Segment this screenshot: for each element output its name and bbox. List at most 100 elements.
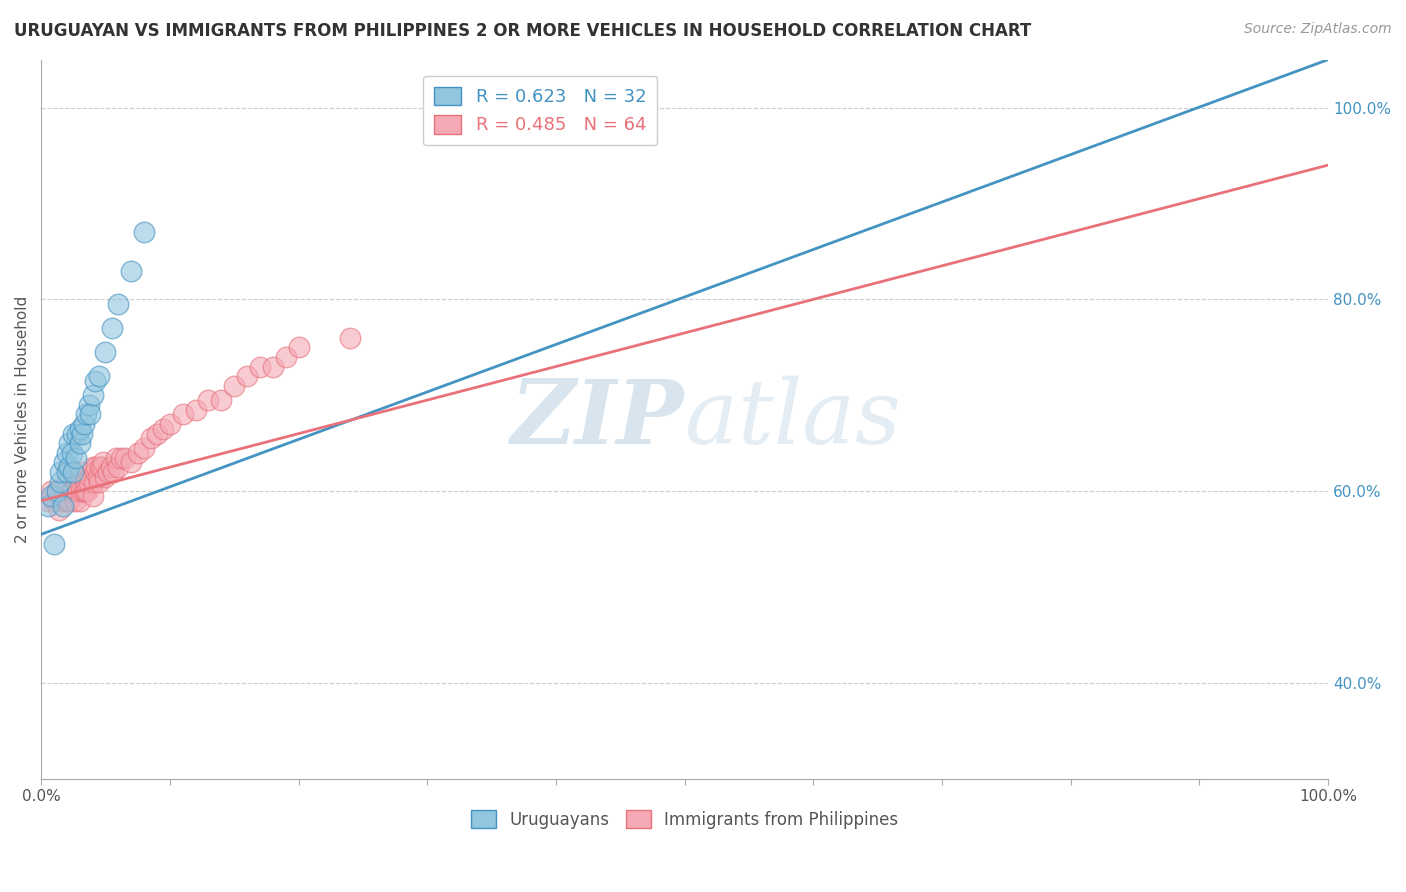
Point: [107, 297, 129, 311]
Point: [62, 465, 84, 479]
Point: [53, 484, 76, 499]
Point: [65, 475, 87, 489]
Point: [224, 378, 246, 392]
Point: [101, 321, 124, 335]
Point: [172, 408, 194, 422]
Point: [59, 484, 82, 499]
Point: [62, 426, 84, 441]
Point: [104, 450, 127, 465]
Point: [287, 340, 309, 354]
Text: URUGUAYAN VS IMMIGRANTS FROM PHILIPPINES 2 OR MORE VEHICLES IN HOUSEHOLD CORRELA: URUGUAYAN VS IMMIGRANTS FROM PHILIPPINES…: [14, 22, 1032, 40]
Point: [49, 465, 72, 479]
Point: [49, 484, 72, 499]
Point: [60, 446, 83, 460]
Point: [45, 484, 67, 499]
Point: [69, 422, 91, 436]
Point: [70, 484, 93, 499]
Point: [58, 436, 80, 450]
Point: [87, 369, 110, 384]
Point: [197, 393, 219, 408]
Point: [339, 331, 361, 345]
Point: [132, 225, 155, 239]
Point: [60, 484, 83, 499]
Point: [120, 263, 142, 277]
Point: [82, 489, 104, 503]
Point: [75, 475, 97, 489]
Point: [65, 450, 87, 465]
Point: [69, 475, 91, 489]
Point: [79, 470, 101, 484]
Point: [139, 432, 162, 446]
Point: [42, 493, 65, 508]
Point: [146, 426, 169, 441]
Point: [89, 460, 111, 475]
Text: ZIP: ZIP: [512, 376, 685, 463]
Point: [53, 455, 76, 469]
Point: [132, 441, 155, 455]
Point: [110, 450, 132, 465]
Point: [87, 470, 110, 484]
Point: [75, 408, 97, 422]
Point: [100, 460, 122, 475]
Point: [262, 359, 284, 374]
Point: [72, 426, 94, 441]
Point: [56, 446, 79, 460]
Point: [63, 493, 86, 508]
Point: [56, 493, 79, 508]
Point: [69, 436, 91, 450]
Legend: Uruguayans, Immigrants from Philippines: Uruguayans, Immigrants from Philippines: [464, 804, 905, 835]
Point: [66, 426, 89, 441]
Point: [42, 537, 65, 551]
Point: [94, 470, 117, 484]
Point: [87, 475, 110, 489]
Point: [62, 465, 84, 479]
Point: [84, 465, 107, 479]
Y-axis label: 2 or more Vehicles in Household: 2 or more Vehicles in Household: [15, 295, 30, 543]
Point: [77, 398, 100, 412]
Point: [48, 503, 70, 517]
Point: [41, 484, 63, 499]
Point: [274, 350, 297, 364]
Text: Source: ZipAtlas.com: Source: ZipAtlas.com: [1244, 22, 1392, 37]
Point: [152, 422, 174, 436]
Point: [72, 484, 94, 499]
Point: [86, 460, 108, 475]
Point: [79, 408, 101, 422]
Point: [37, 499, 59, 513]
Point: [103, 465, 125, 479]
Point: [107, 460, 129, 475]
Point: [62, 484, 84, 499]
Point: [91, 455, 114, 469]
Point: [82, 460, 104, 475]
Point: [114, 450, 136, 465]
Point: [84, 374, 107, 388]
Point: [120, 455, 142, 469]
Point: [56, 465, 79, 479]
Point: [37, 493, 59, 508]
Point: [83, 475, 105, 489]
Point: [72, 465, 94, 479]
Point: [97, 465, 120, 479]
Point: [77, 475, 100, 489]
Point: [49, 475, 72, 489]
Point: [69, 493, 91, 508]
Point: [73, 484, 96, 499]
Point: [249, 359, 271, 374]
Point: [66, 484, 89, 499]
Point: [127, 446, 149, 460]
Point: [159, 417, 181, 431]
Point: [41, 489, 63, 503]
Point: [52, 499, 75, 513]
Point: [45, 484, 67, 499]
Point: [56, 475, 79, 489]
Point: [184, 402, 207, 417]
Point: [58, 493, 80, 508]
Point: [94, 345, 117, 359]
Point: [209, 393, 232, 408]
Point: [72, 417, 94, 431]
Point: [236, 369, 259, 384]
Point: [58, 460, 80, 475]
Point: [90, 460, 112, 475]
Point: [51, 493, 73, 508]
Point: [82, 388, 104, 402]
